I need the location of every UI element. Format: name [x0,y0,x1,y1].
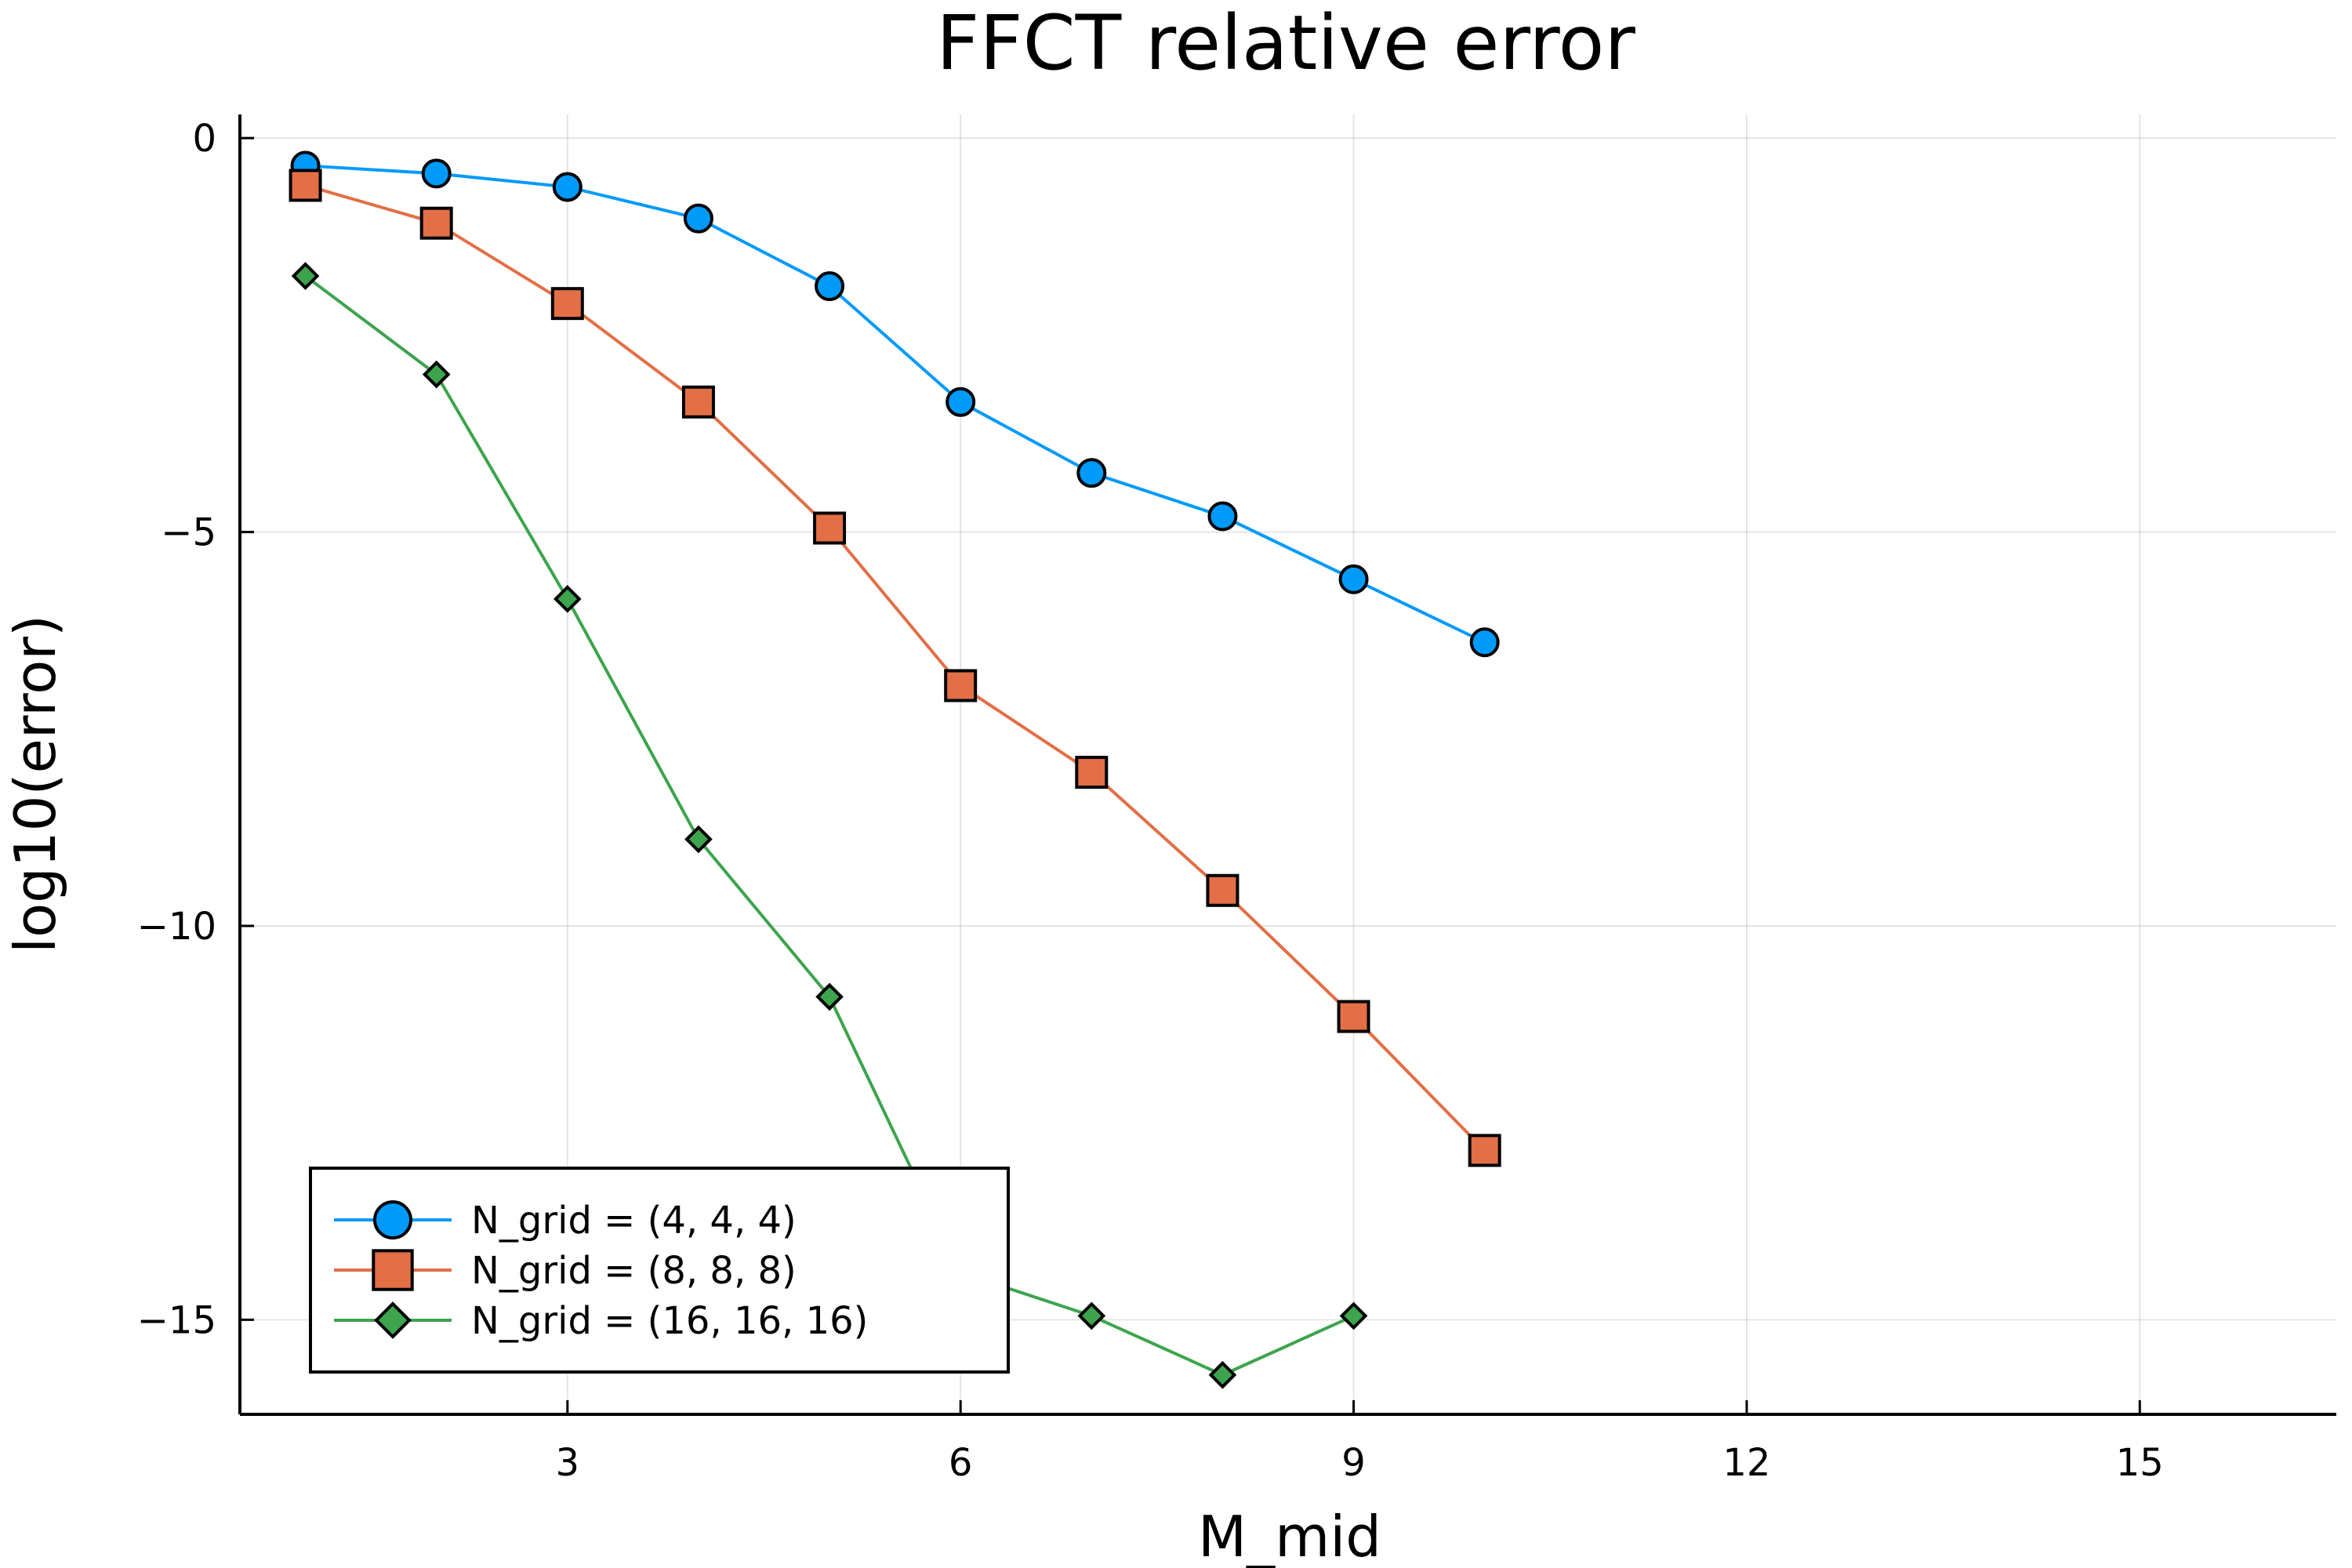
legend-marker [373,1200,412,1240]
data-point [291,262,320,290]
data-point [550,287,584,321]
series-line [305,164,1486,644]
data-point [421,158,452,189]
legend: N_grid = (4, 4, 4) N_grid = (8, 8, 8) N_gr… [309,1167,1010,1374]
data-point [1206,873,1240,907]
axes [238,114,2336,1416]
series-2 [289,169,1501,1167]
data-point [684,825,713,854]
data-point [289,169,322,202]
data-point [946,387,976,417]
data-point [681,385,715,419]
legend-entry: N_grid = (4, 4, 4) [334,1199,797,1243]
x-tick-label: 9 [1341,1441,1366,1485]
x-axis-label: M_mid [1198,1504,1381,1568]
data-point [1468,1134,1501,1167]
data-point [1338,564,1369,594]
legend-entry: N_grid = (16, 16, 16) [334,1299,868,1343]
y-tick-label: −15 [137,1298,216,1342]
x-tick-label: 12 [1722,1441,1770,1485]
data-point [944,669,978,702]
data-point [1075,756,1109,789]
data-point [1207,501,1238,532]
data-point [683,203,713,234]
legend-marker [372,1249,414,1291]
data-point [815,271,845,302]
y-axis-label: log10(error) [2,615,68,953]
x-tick-label: 3 [556,1441,580,1485]
data-point [552,172,583,202]
series-line [305,183,1486,1152]
data-point [1469,627,1500,658]
y-tick-label: −5 [161,511,216,555]
y-tick-label: 0 [192,117,216,161]
data-point [553,585,582,613]
y-tick-label: −10 [137,905,216,949]
data-point [422,360,451,389]
legend-label: N_grid = (16, 16, 16) [471,1299,868,1343]
data-point [1339,1301,1368,1330]
legend-marker [374,1301,412,1339]
tick-labels: 3 6 9 12 15 0 −5 −10 −15 [137,117,2164,1485]
series-1 [290,151,1500,658]
data-point [815,982,844,1011]
data-point [1076,458,1107,488]
x-tick-label: 6 [949,1441,973,1485]
chart-title: FFCT relative error [936,0,1635,87]
legend-label: N_grid = (8, 8, 8) [471,1249,797,1293]
legend-label: N_grid = (4, 4, 4) [471,1199,797,1243]
x-tick-label: 15 [2116,1441,2164,1485]
data-point [1208,1360,1237,1389]
data-point [1337,1000,1370,1033]
data-point [1077,1301,1106,1330]
legend-entry: N_grid = (8, 8, 8) [334,1249,797,1293]
data-point [419,206,453,240]
data-point [813,511,847,545]
